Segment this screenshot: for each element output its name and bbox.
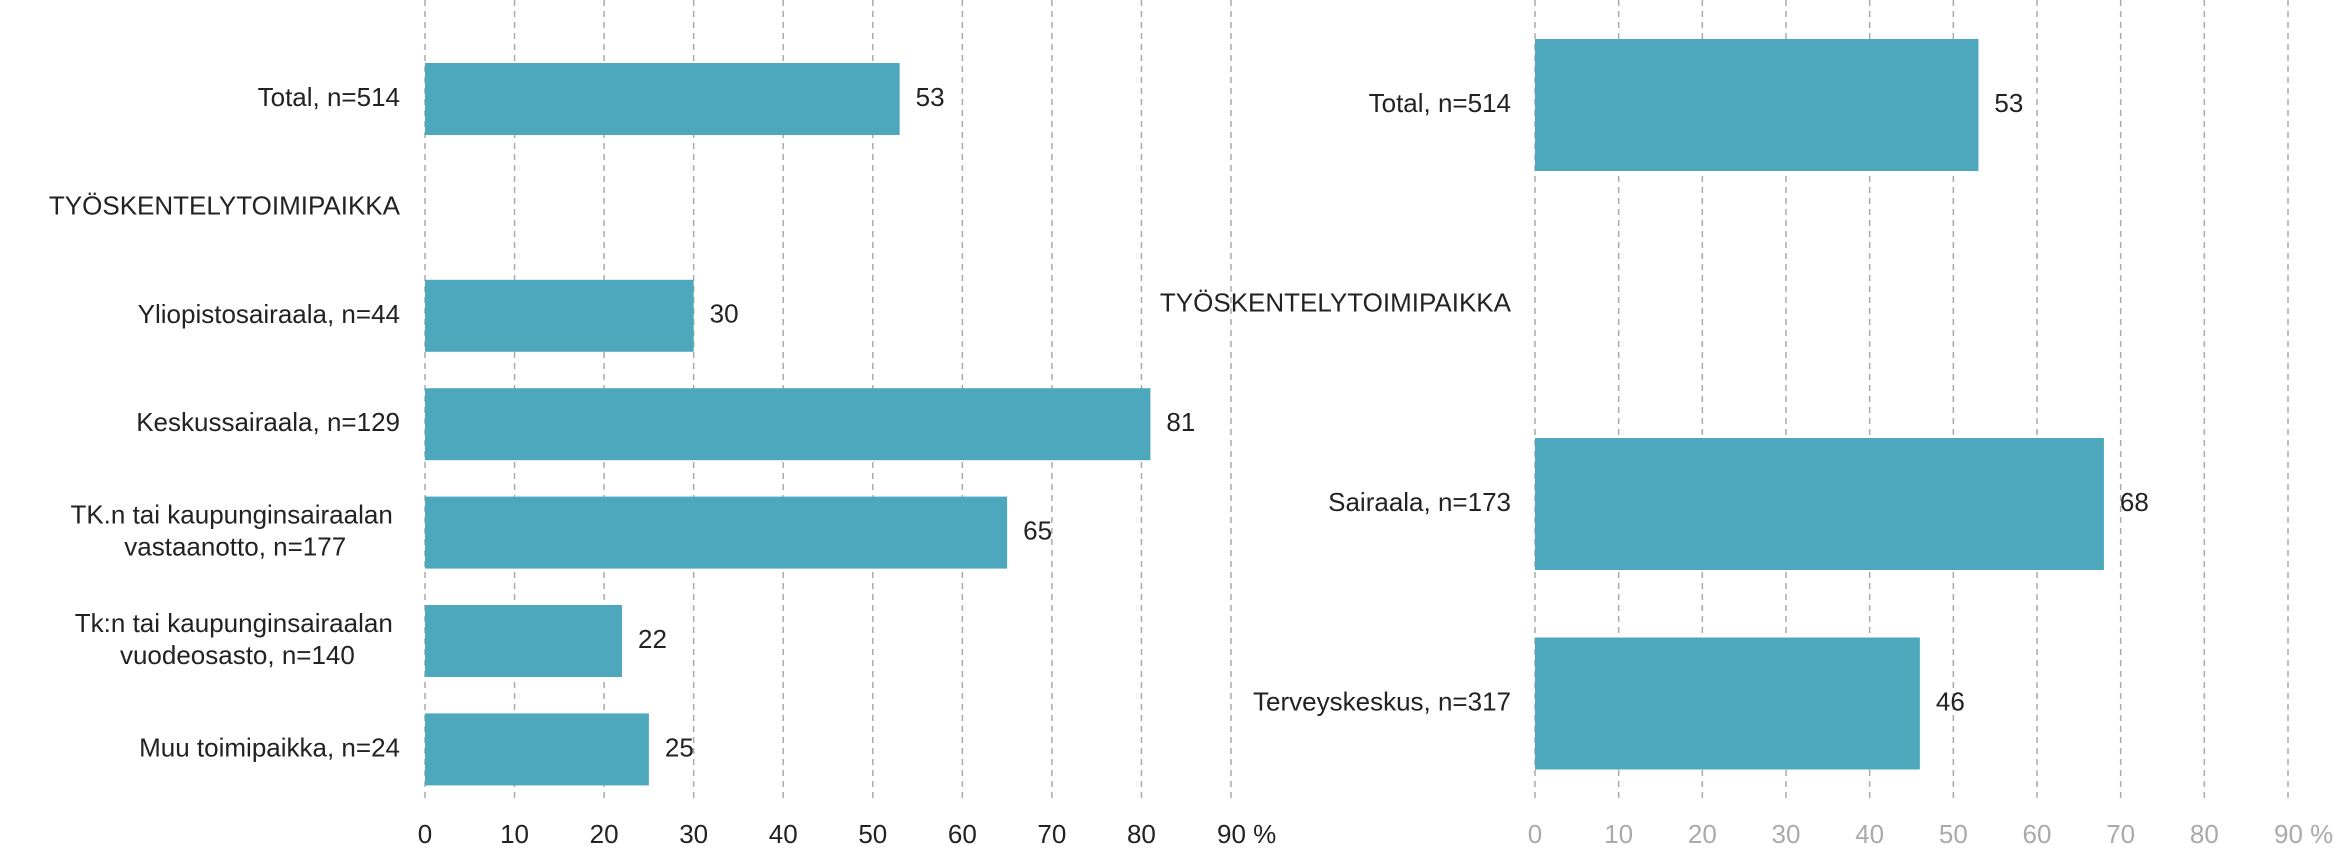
x-tick-label: 60 <box>2023 819 2052 849</box>
bar <box>425 388 1151 461</box>
bar <box>1535 39 1979 171</box>
x-tick-label: 40 <box>1855 819 1884 849</box>
value-label: 22 <box>638 624 667 654</box>
category-label: Sairaala, n=173 <box>1328 487 1511 517</box>
x-tick-label: 50 <box>858 819 887 849</box>
value-label: 25 <box>665 732 694 762</box>
x-tick-label: 80 <box>2190 819 2219 849</box>
x-tick-label: 30 <box>1772 819 1801 849</box>
x-tick-label: 10 <box>500 819 529 849</box>
value-label: 53 <box>1994 88 2023 118</box>
value-label: 53 <box>916 82 945 112</box>
x-tick-label: 70 <box>1037 819 1066 849</box>
x-tick-label: 70 <box>2106 819 2135 849</box>
category-label: Muu toimipaikka, n=24 <box>139 732 400 762</box>
x-tick-label: 90 % <box>2274 819 2333 849</box>
x-tick-label: 30 <box>679 819 708 849</box>
value-label: 68 <box>2120 487 2149 517</box>
value-label: 46 <box>1936 686 1965 716</box>
x-tick-label: 0 <box>1528 819 1542 849</box>
x-tick-label: 60 <box>948 819 977 849</box>
value-label: 81 <box>1166 407 1195 437</box>
category-label: Yliopistosairaala, n=44 <box>138 299 400 329</box>
x-tick-label: 0 <box>418 819 432 849</box>
category-label: TYÖSKENTELYTOIMIPAIKKA <box>49 190 401 220</box>
x-tick-label: 50 <box>1939 819 1968 849</box>
category-label: TYÖSKENTELYTOIMIPAIKKA <box>1160 287 1512 317</box>
bar <box>425 279 694 352</box>
category-label: Keskussairaala, n=129 <box>136 407 400 437</box>
x-tick-label: 10 <box>1604 819 1633 849</box>
category-label: Total, n=514 <box>1369 88 1511 118</box>
category-label: Tk:n tai kaupunginsairaalan vuodeosasto,… <box>75 608 400 670</box>
bar <box>425 63 900 135</box>
value-label: 65 <box>1023 515 1052 545</box>
x-tick-label: 40 <box>769 819 798 849</box>
category-label: Terveyskeskus, n=317 <box>1253 686 1511 716</box>
value-label: 30 <box>710 299 739 329</box>
bar <box>1535 637 1920 770</box>
x-tick-label: 20 <box>1688 819 1717 849</box>
x-tick-label: 20 <box>590 819 619 849</box>
x-tick-label: 80 <box>1127 819 1156 849</box>
category-label: TK.n tai kaupunginsairaalan vastaanotto,… <box>70 499 400 561</box>
bar <box>425 605 623 677</box>
x-tick-label: 90 % <box>1217 819 1276 849</box>
bar <box>425 496 1008 569</box>
bar <box>425 713 649 786</box>
bar <box>1535 438 2104 570</box>
category-label: Total, n=514 <box>258 82 400 112</box>
